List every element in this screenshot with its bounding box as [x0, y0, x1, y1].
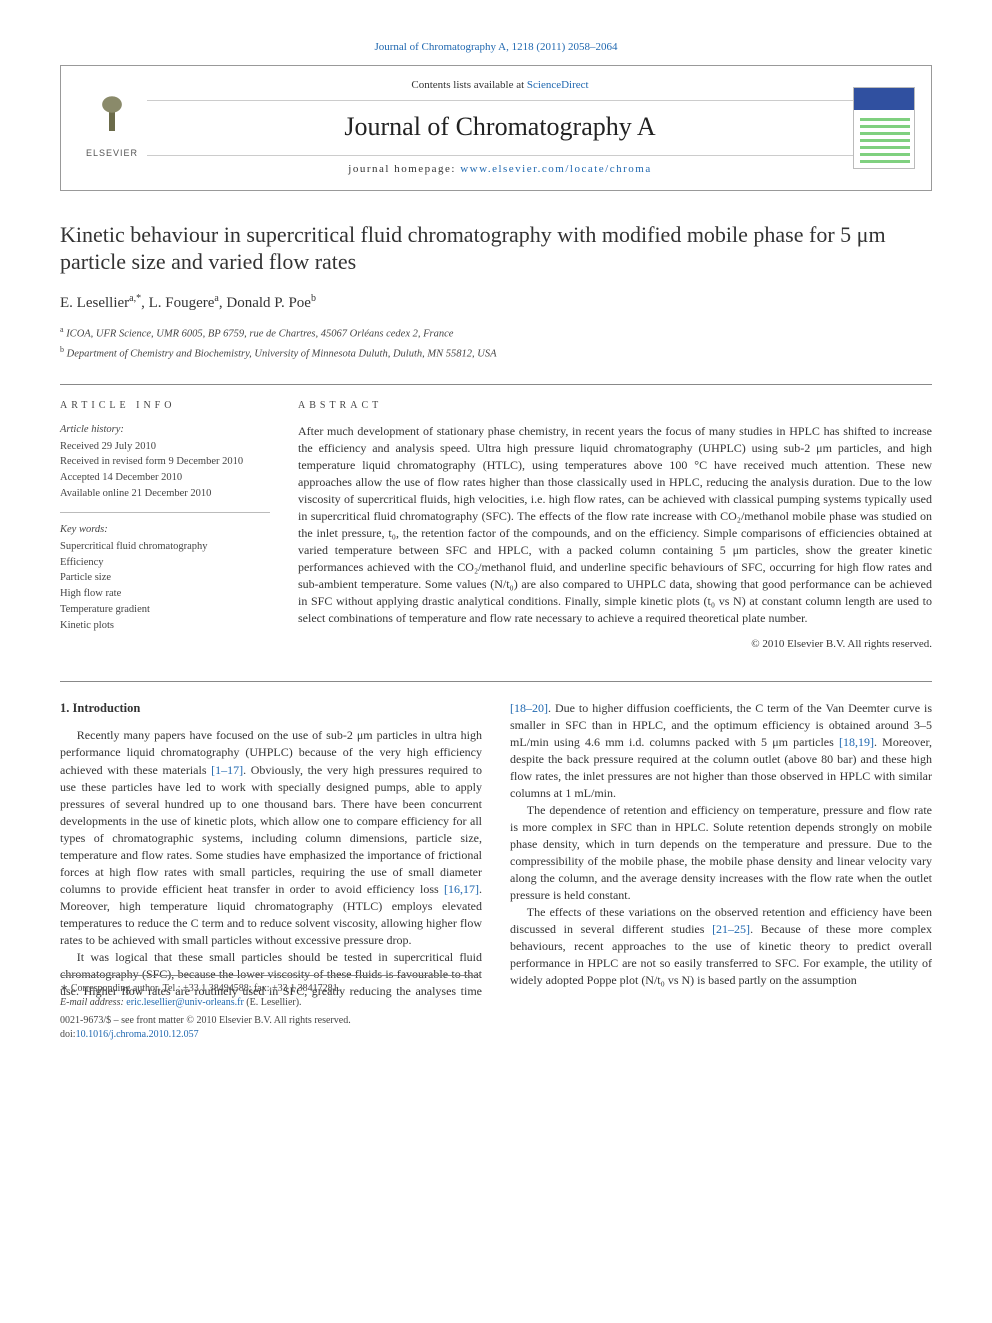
p1b: . Obviously, the very high pressures req… [60, 763, 482, 896]
authors-line: E. Leselliera,*, L. Fougerea, Donald P. … [60, 292, 932, 314]
affiliation-b: b Department of Chemistry and Biochemist… [60, 344, 932, 362]
section-1-heading: 1. Introduction [60, 700, 482, 718]
body-columns: 1. Introduction Recently many papers hav… [60, 681, 932, 1000]
footnote-star-icon: ∗ [60, 983, 71, 994]
ref-18-20[interactable]: [18–20] [510, 701, 548, 715]
history-received: Received 29 July 2010 [60, 440, 270, 455]
footnotes: ∗ Corresponding author. Tel.: +33 1 3849… [60, 975, 479, 1010]
running-header-link[interactable]: Journal of Chromatography A [374, 41, 506, 53]
keyword-6: Kinetic plots [60, 619, 270, 634]
contents-lists-line: Contents lists available at ScienceDirec… [147, 78, 853, 100]
running-header: Journal of Chromatography A, 1218 (2011)… [60, 40, 932, 55]
intro-paragraph-1: Recently many papers have focused on the… [60, 727, 482, 948]
author-2-marks: a [214, 293, 218, 304]
history-revised: Received in revised form 9 December 2010 [60, 455, 270, 470]
elsevier-logo: ELSEVIER [77, 88, 147, 168]
email-label: E-mail address: [60, 997, 124, 1008]
journal-homepage-line: journal homepage: www.elsevier.com/locat… [147, 155, 853, 177]
journal-homepage-link[interactable]: www.elsevier.com/locate/chroma [460, 163, 652, 175]
abstract-text: After much development of stationary pha… [298, 423, 932, 627]
sciencedirect-link[interactable]: ScienceDirect [527, 79, 589, 91]
article-title: Kinetic behaviour in supercritical fluid… [60, 221, 932, 276]
info-abstract-row: article info Article history: Received 2… [60, 384, 932, 653]
abstract-column: abstract After much development of stati… [298, 399, 932, 653]
keyword-1: Supercritical fluid chromatography [60, 540, 270, 555]
intro-paragraph-4: The effects of these variations on the o… [510, 904, 932, 989]
doi-link[interactable]: 10.1016/j.chroma.2010.12.057 [76, 1029, 199, 1040]
masthead-center: Contents lists available at ScienceDirec… [147, 78, 853, 177]
elsevier-tree-icon [87, 88, 137, 143]
affiliation-a: a ICOA, UFR Science, UMR 6005, BP 6759, … [60, 324, 932, 342]
section-1-title: Introduction [73, 701, 141, 715]
email-line: E-mail address: eric.lesellier@univ-orle… [60, 996, 479, 1010]
keywords-label: Key words: [60, 523, 270, 538]
corresponding-email-link[interactable]: eric.lesellier@univ-orleans.fr [126, 997, 244, 1008]
ref-16-17[interactable]: [16,17] [444, 882, 479, 896]
front-matter-footer: 0021-9673/$ – see front matter © 2010 El… [60, 1014, 932, 1042]
keyword-2: Efficiency [60, 556, 270, 571]
email-who: (E. Lesellier). [244, 997, 302, 1008]
keywords-block: Key words: Supercritical fluid chromatog… [60, 523, 270, 633]
author-1-marks: a,* [129, 293, 141, 304]
issn-copyright-line: 0021-9673/$ – see front matter © 2010 El… [60, 1014, 932, 1028]
body-wrapper: 1. Introduction Recently many papers hav… [60, 681, 932, 1000]
author-3-marks: b [311, 293, 316, 304]
doi-label: doi: [60, 1029, 76, 1040]
keyword-3: Particle size [60, 571, 270, 586]
contents-prefix: Contents lists available at [411, 79, 526, 91]
journal-title: Journal of Chromatography A [147, 109, 853, 145]
abstract-heading: abstract [298, 399, 932, 413]
keyword-4: High flow rate [60, 587, 270, 602]
history-accepted: Accepted 14 December 2010 [60, 471, 270, 486]
keyword-5: Temperature gradient [60, 603, 270, 618]
affiliation-a-mark: a [60, 325, 64, 334]
ref-1-17[interactable]: [1–17] [211, 763, 243, 777]
author-3: Donald P. Poe [226, 295, 311, 311]
author-1: E. Lesellier [60, 295, 129, 311]
section-1-number: 1. [60, 701, 69, 715]
affiliation-b-mark: b [60, 345, 64, 354]
doi-line: doi:10.1016/j.chroma.2010.12.057 [60, 1028, 932, 1042]
ref-18-19[interactable]: [18,19] [839, 735, 874, 749]
article-info-column: article info Article history: Received 2… [60, 399, 270, 653]
corresponding-author-note: ∗ Corresponding author. Tel.: +33 1 3849… [60, 982, 479, 996]
abstract-copyright: © 2010 Elsevier B.V. All rights reserved… [298, 637, 932, 652]
elsevier-label: ELSEVIER [86, 147, 138, 160]
article-info-heading: article info [60, 399, 270, 413]
masthead: ELSEVIER Contents lists available at Sci… [60, 65, 932, 190]
homepage-prefix: journal homepage: [348, 163, 460, 175]
journal-cover-thumbnail [853, 87, 915, 169]
affiliation-b-text: Department of Chemistry and Biochemistry… [67, 348, 497, 359]
history-online: Available online 21 December 2010 [60, 487, 270, 502]
intro-paragraph-3: The dependence of retention and efficien… [510, 802, 932, 904]
article-history-block: Article history: Received 29 July 2010 R… [60, 423, 270, 513]
running-header-citation: , 1218 (2011) 2058–2064 [506, 41, 617, 53]
author-2: L. Fougere [149, 295, 215, 311]
corresponding-author-text: Corresponding author. Tel.: +33 1 384945… [71, 983, 340, 994]
ref-21-25[interactable]: [21–25] [712, 922, 750, 936]
article-history-label: Article history: [60, 423, 270, 438]
affiliation-a-text: ICOA, UFR Science, UMR 6005, BP 6759, ru… [66, 328, 453, 339]
